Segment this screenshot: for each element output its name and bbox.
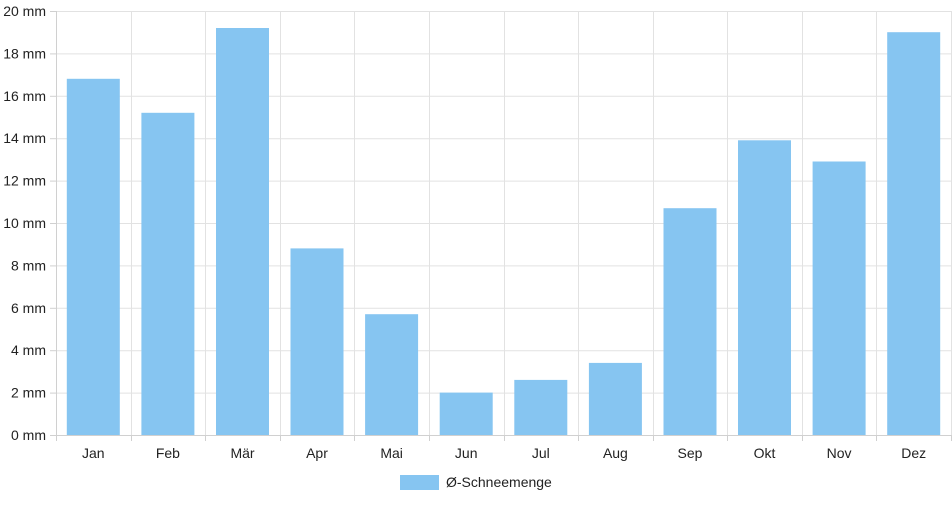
bar-11[interactable] [887, 32, 941, 435]
y-tick-label: 6 mm [11, 300, 46, 316]
x-tick-label: Apr [306, 445, 328, 461]
y-tick-label: 4 mm [11, 342, 46, 358]
bars [66, 28, 941, 436]
y-tick-label: 12 mm [3, 173, 46, 189]
bar-1[interactable] [141, 112, 195, 436]
legend-swatch[interactable] [400, 475, 439, 490]
y-tick-label: 0 mm [11, 427, 46, 443]
y-tick-label: 14 mm [3, 130, 46, 146]
x-tick-label: Jun [455, 445, 478, 461]
bar-10[interactable] [812, 161, 866, 436]
y-tick-label: 16 mm [3, 88, 46, 104]
x-tick-labels: Jan Feb Mär Apr Mai Jun Jul Aug Sep Okt Nov Dez [82, 445, 926, 461]
bar-8[interactable] [663, 208, 717, 435]
bar-3[interactable] [290, 248, 344, 435]
x-tick-label: Aug [603, 445, 628, 461]
bar-4[interactable] [365, 314, 419, 435]
y-tick-labels: 0 mm 2 mm 4 mm 6 mm 8 mm 10 mm 12 mm 14 mm 16 mm… [3, 3, 46, 443]
y-tick-label: 10 mm [3, 215, 46, 231]
x-tick-label: Jul [532, 445, 550, 461]
x-tick-label: Jan [82, 445, 105, 461]
bar-6[interactable] [514, 379, 568, 435]
x-tick-label: Sep [678, 445, 703, 461]
x-tick-label: Dez [901, 445, 926, 461]
x-tick-label: Mai [380, 445, 403, 461]
legend[interactable]: Ø-Schneemenge [400, 474, 552, 490]
bar-7[interactable] [588, 362, 642, 435]
y-tick-label: 18 mm [3, 45, 46, 61]
legend-label[interactable]: Ø-Schneemenge [446, 474, 552, 490]
bar-9[interactable] [738, 140, 791, 436]
x-tick-label: Feb [156, 445, 180, 461]
x-tick-label: Nov [827, 445, 852, 461]
y-tick-label: 8 mm [11, 257, 46, 273]
bar-0[interactable] [66, 78, 120, 436]
bar-5[interactable] [439, 392, 493, 435]
bar-2[interactable] [216, 28, 269, 435]
x-tick-label: Okt [754, 445, 776, 461]
y-tick-label: 20 mm [3, 3, 46, 19]
x-tick-label: Mär [230, 445, 254, 461]
y-tick-label: 2 mm [11, 385, 46, 401]
